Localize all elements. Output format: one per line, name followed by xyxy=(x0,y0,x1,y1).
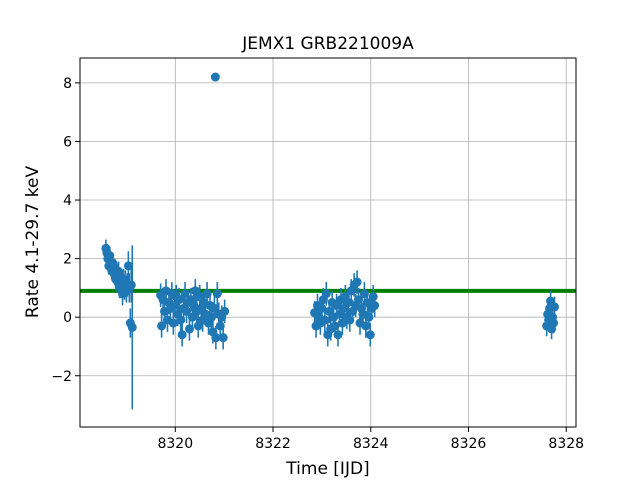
y-tick-label: 0 xyxy=(63,310,72,326)
data-point xyxy=(320,315,330,325)
y-tick-label: 6 xyxy=(63,134,72,150)
data-point xyxy=(370,300,380,310)
y-ticks: −2 0 2 4 6 8 xyxy=(51,76,80,385)
data-point xyxy=(126,280,136,290)
x-tick-label: 8324 xyxy=(353,436,389,452)
data-points xyxy=(101,72,559,410)
chart-title: JEMX1 GRB221009A xyxy=(241,34,414,54)
data-point xyxy=(368,292,378,302)
y-tick-label: 2 xyxy=(63,252,72,268)
data-point xyxy=(212,289,222,299)
data-point xyxy=(365,330,375,340)
data-point xyxy=(321,289,331,299)
x-tick-label: 8328 xyxy=(548,436,584,452)
data-point xyxy=(218,333,228,343)
data-point xyxy=(549,302,559,312)
x-ticks: 8320 8322 8324 8326 8328 xyxy=(157,427,584,452)
data-point xyxy=(177,330,187,340)
y-axis-label: Rate 4.1-29.7 keV xyxy=(23,166,43,319)
x-tick-label: 8326 xyxy=(451,436,487,452)
data-point xyxy=(168,318,178,328)
data-point xyxy=(333,330,343,340)
y-tick-label: 8 xyxy=(63,76,72,92)
data-point xyxy=(549,318,559,328)
data-point xyxy=(157,321,167,331)
data-point xyxy=(174,295,184,305)
data-point xyxy=(127,322,137,332)
data-point xyxy=(220,306,230,316)
x-axis-label: Time [IJD] xyxy=(285,459,369,479)
x-tick-label: 8320 xyxy=(157,436,193,452)
x-tick-label: 8322 xyxy=(255,436,291,452)
data-point xyxy=(210,72,220,82)
plot-frame xyxy=(79,57,577,428)
data-point xyxy=(211,333,221,343)
data-point xyxy=(352,277,362,287)
grid xyxy=(80,58,576,427)
y-tick-label: −2 xyxy=(51,369,72,385)
y-tick-label: 4 xyxy=(63,193,72,209)
